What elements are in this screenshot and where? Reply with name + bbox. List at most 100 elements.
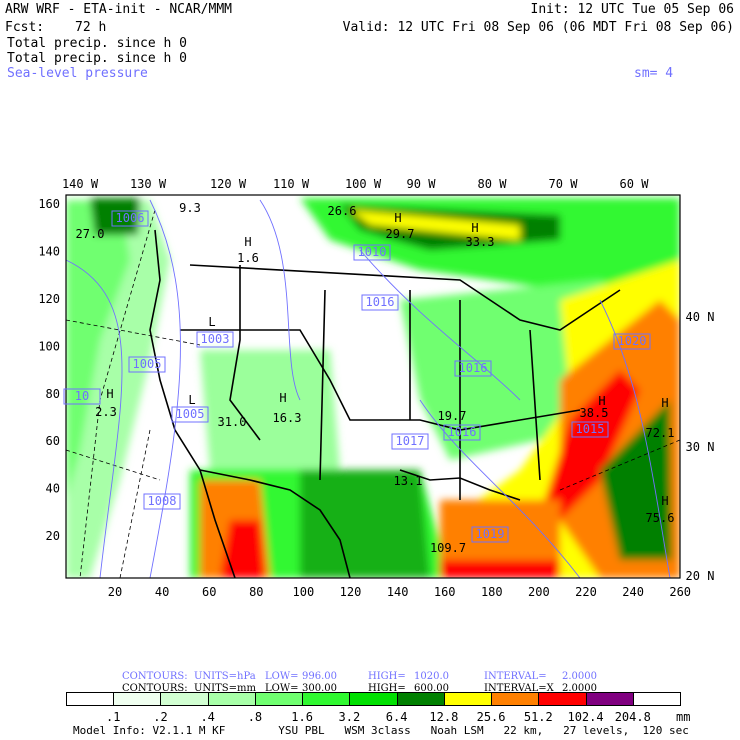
x-tick-label: 200 (528, 585, 550, 599)
precip-max-label: 33.3 (466, 235, 495, 249)
precip-max-label: 13.1 (394, 474, 423, 488)
pressure-center-marker: L (208, 315, 215, 329)
precip-high-label: HIGH= (368, 683, 406, 694)
slp-units: UNITS=hPa (194, 671, 256, 682)
pressure-center-marker: H (661, 494, 668, 508)
colorbar-label: 6.4 (385, 710, 408, 724)
precip-high: 600.00 (414, 683, 449, 694)
pressure-center-marker: H (661, 396, 668, 410)
pressure-label-box (111, 210, 149, 227)
x-tick-label: 100 (293, 585, 315, 599)
precip-max-label: 26.6 (328, 204, 357, 218)
y-tick-label: 80 (46, 387, 60, 401)
pressure-label: 1019 (476, 527, 505, 541)
precip-max-label: 75.6 (646, 511, 675, 525)
precip-units: UNITS=mm (194, 683, 256, 694)
smoothing-label: sm= 4 (634, 66, 674, 81)
x-tick-label: 180 (481, 585, 503, 599)
boundaries (149, 229, 621, 579)
pressure-label: 1008 (148, 494, 177, 508)
colorbar-units: mm (676, 710, 691, 724)
latitude-label: 20 N (686, 569, 715, 583)
forecast-hour: 72 h (75, 20, 107, 35)
x-tick-label: 20 (108, 585, 122, 599)
longitude-label: 140 W (62, 177, 99, 191)
valid-time: Valid: 12 UTC Fri 08 Sep 06 (06 MDT Fri … (342, 20, 734, 35)
longitude-label: 110 W (273, 177, 310, 191)
precip-max-label: 27.0 (76, 227, 105, 241)
colorbar-swatch (538, 692, 587, 706)
colorbar-swatch (632, 692, 681, 706)
colorbar-label: 102.4 (567, 710, 604, 724)
x-tick-label: 240 (622, 585, 644, 599)
x-tick-label: 80 (249, 585, 263, 599)
precip-contours-label: CONTOURS: (122, 683, 188, 694)
colorbar-label: 25.6 (476, 710, 506, 724)
y-tick-label: 160 (38, 197, 60, 211)
longitude-label: 80 W (478, 177, 508, 191)
model-title: ARW WRF - ETA-init - NCAR/MMM (5, 2, 232, 17)
x-tick-label: 260 (669, 585, 691, 599)
pressure-center-marker: H (279, 391, 286, 405)
model-info: Model Info: V2.1.1 M KF YSU PBL WSM 3cla… (73, 724, 689, 737)
precip-max-label: 9.3 (179, 201, 201, 215)
field-title-2: Total precip. since h 0 (7, 51, 188, 66)
colorbar-swatch (254, 692, 304, 706)
pressure-label: 1016 (366, 295, 395, 309)
colorbar-swatch (585, 692, 634, 706)
pressure-label: 1017 (396, 434, 425, 448)
colorbar-swatch (160, 692, 209, 706)
slp-high-label: HIGH= (368, 671, 406, 682)
pressure-contours (65, 199, 671, 579)
pressure-label-box (613, 333, 651, 350)
longitude-label: 70 W (549, 177, 579, 191)
precip-max-label: 109.7 (430, 541, 466, 555)
pressure-label-box (353, 244, 391, 261)
pressure-label: 1010 (358, 245, 387, 259)
precip-max-label: 31.0 (218, 415, 247, 429)
longitude-label: 130 W (130, 177, 167, 191)
pressure-label: 1016 (448, 425, 477, 439)
slp-contours-label: CONTOURS: (122, 671, 188, 682)
pressure-center-marker: H (394, 211, 401, 225)
precip-max-label: 72.1 (646, 426, 675, 440)
x-tick-label: 160 (434, 585, 456, 599)
y-tick-label: 100 (38, 339, 60, 353)
pressure-label-box (361, 294, 399, 311)
slp-low-label: LOW= (265, 671, 299, 682)
colorbar-label: 51.2 (523, 710, 553, 724)
colorbar-label: 12.8 (429, 710, 459, 724)
pressure-label-box (571, 421, 609, 438)
pressure-label-box (454, 360, 492, 377)
field-title-3: Sea-level pressure (7, 66, 148, 81)
y-tick-label: 60 (46, 434, 60, 448)
colorbar-swatch (491, 692, 540, 706)
precip-interval: 2.0000 (562, 683, 597, 694)
colorbar-swatch (207, 692, 256, 706)
pressure-label-box (128, 356, 166, 373)
colorbar-label: 204.8 (614, 710, 651, 724)
colorbar-label: .8 (247, 710, 263, 724)
longitude-label: 120 W (210, 177, 247, 191)
pressure-label: 1016 (459, 361, 488, 375)
pressure-label: 1003 (201, 332, 230, 346)
pressure-label: 10 (75, 389, 89, 403)
latitude-label: 30 N (686, 440, 715, 454)
colorbar-swatch (66, 692, 115, 706)
latitude-label: 40 N (686, 310, 715, 324)
colorbar-swatch (443, 692, 493, 706)
pressure-label-box (171, 406, 209, 423)
x-tick-label: 220 (575, 585, 597, 599)
pressure-label: 1006 (116, 211, 145, 225)
precip-max-label: 19.7 (438, 409, 467, 423)
precip-max-label: 16.3 (273, 411, 302, 425)
slp-low: 996.00 (302, 671, 337, 682)
longitude-label: 100 W (345, 177, 382, 191)
slp-high: 1020.0 (414, 671, 449, 682)
axis-ticks: 140 W 130 W 120 W 110 W 100 W 90 W 80 W 70 W 60 … (38, 177, 714, 599)
pressure-label: 1005 (133, 357, 162, 371)
init-time: Init: 12 UTC Tue 05 Sep 06 (530, 2, 735, 17)
y-tick-label: 20 (46, 529, 60, 543)
colorbar-swatch (113, 692, 162, 706)
